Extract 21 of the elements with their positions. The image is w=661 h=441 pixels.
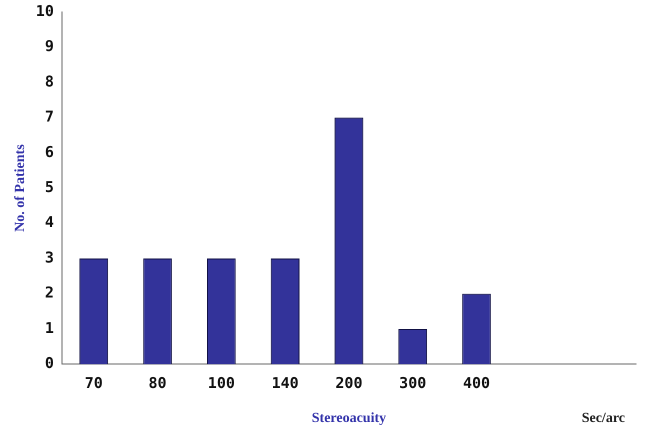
x-tick-label: 80 xyxy=(148,374,167,392)
y-tick-label: 5 xyxy=(44,178,54,196)
y-tick-label: 7 xyxy=(44,108,54,126)
y-tick-label: 4 xyxy=(44,213,54,232)
x-tick-label: 400 xyxy=(462,374,490,392)
y-tick-label: 1 xyxy=(44,318,54,337)
y-axis-title: No. of Patients xyxy=(13,144,28,232)
x-tick-label: 140 xyxy=(272,374,299,392)
y-tick-label: 8 xyxy=(44,72,54,90)
x-axis-title: Stereoacuity xyxy=(312,411,386,426)
x-tick-label: 300 xyxy=(399,374,426,392)
x-tick-label: 200 xyxy=(335,374,362,392)
y-tick-label: 2 xyxy=(44,284,54,302)
y-tick-label: 3 xyxy=(44,248,54,266)
x-tick-label: 70 xyxy=(84,374,103,392)
x-tick-label: 100 xyxy=(208,374,235,392)
y-tick-label: 9 xyxy=(44,37,54,56)
y-tick-label: 0 xyxy=(44,354,54,372)
y-tick-label: 10 xyxy=(36,2,54,20)
y-tick-label: 6 xyxy=(44,142,54,161)
text: Sec/arc xyxy=(582,411,625,427)
